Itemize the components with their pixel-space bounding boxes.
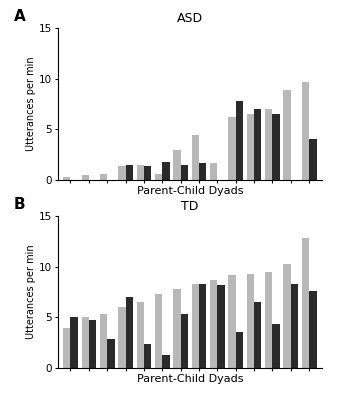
Bar: [63, 177, 71, 180]
X-axis label: Parent-Child Dyads: Parent-Child Dyads: [137, 374, 243, 384]
Bar: [144, 166, 151, 180]
Bar: [199, 284, 206, 368]
Legend: Traditional, Electronic: Traditional, Electronic: [118, 244, 262, 254]
Bar: [302, 238, 309, 368]
Bar: [236, 332, 243, 368]
Bar: [155, 174, 162, 180]
Bar: [125, 165, 133, 180]
Text: A: A: [14, 9, 25, 24]
Bar: [89, 320, 96, 368]
Bar: [125, 297, 133, 368]
Title: ASD: ASD: [177, 12, 203, 26]
Bar: [144, 344, 151, 368]
Bar: [283, 264, 291, 368]
Bar: [81, 175, 89, 180]
Bar: [265, 109, 273, 180]
Bar: [273, 324, 280, 368]
Bar: [192, 284, 199, 368]
Bar: [210, 280, 217, 368]
Bar: [81, 317, 89, 368]
Bar: [309, 291, 317, 368]
Bar: [247, 114, 254, 180]
X-axis label: Parent-Child Dyads: Parent-Child Dyads: [137, 186, 243, 196]
Bar: [173, 150, 181, 180]
Bar: [254, 109, 261, 180]
Bar: [228, 275, 236, 368]
Bar: [118, 307, 125, 368]
Bar: [254, 302, 261, 368]
Bar: [273, 114, 280, 180]
Bar: [228, 117, 236, 180]
Bar: [302, 82, 309, 180]
Bar: [137, 165, 144, 180]
Bar: [100, 314, 107, 368]
Y-axis label: Utterances per min: Utterances per min: [26, 57, 36, 151]
Bar: [236, 101, 243, 180]
Bar: [192, 136, 199, 180]
Bar: [118, 166, 125, 180]
Bar: [181, 165, 188, 180]
Bar: [210, 163, 217, 180]
Bar: [100, 174, 107, 180]
Bar: [162, 162, 170, 180]
Bar: [173, 289, 181, 368]
Y-axis label: Utterances per min: Utterances per min: [26, 245, 36, 339]
Bar: [137, 302, 144, 368]
Bar: [155, 294, 162, 368]
Bar: [162, 355, 170, 368]
Bar: [265, 272, 273, 368]
Bar: [107, 339, 115, 368]
Bar: [71, 317, 78, 368]
Bar: [309, 140, 317, 180]
Bar: [217, 285, 225, 368]
Bar: [247, 274, 254, 368]
Bar: [199, 163, 206, 180]
Bar: [283, 90, 291, 180]
Title: TD: TD: [181, 200, 199, 214]
Bar: [181, 314, 188, 368]
Bar: [63, 328, 71, 368]
Text: B: B: [14, 197, 25, 212]
Bar: [291, 284, 298, 368]
